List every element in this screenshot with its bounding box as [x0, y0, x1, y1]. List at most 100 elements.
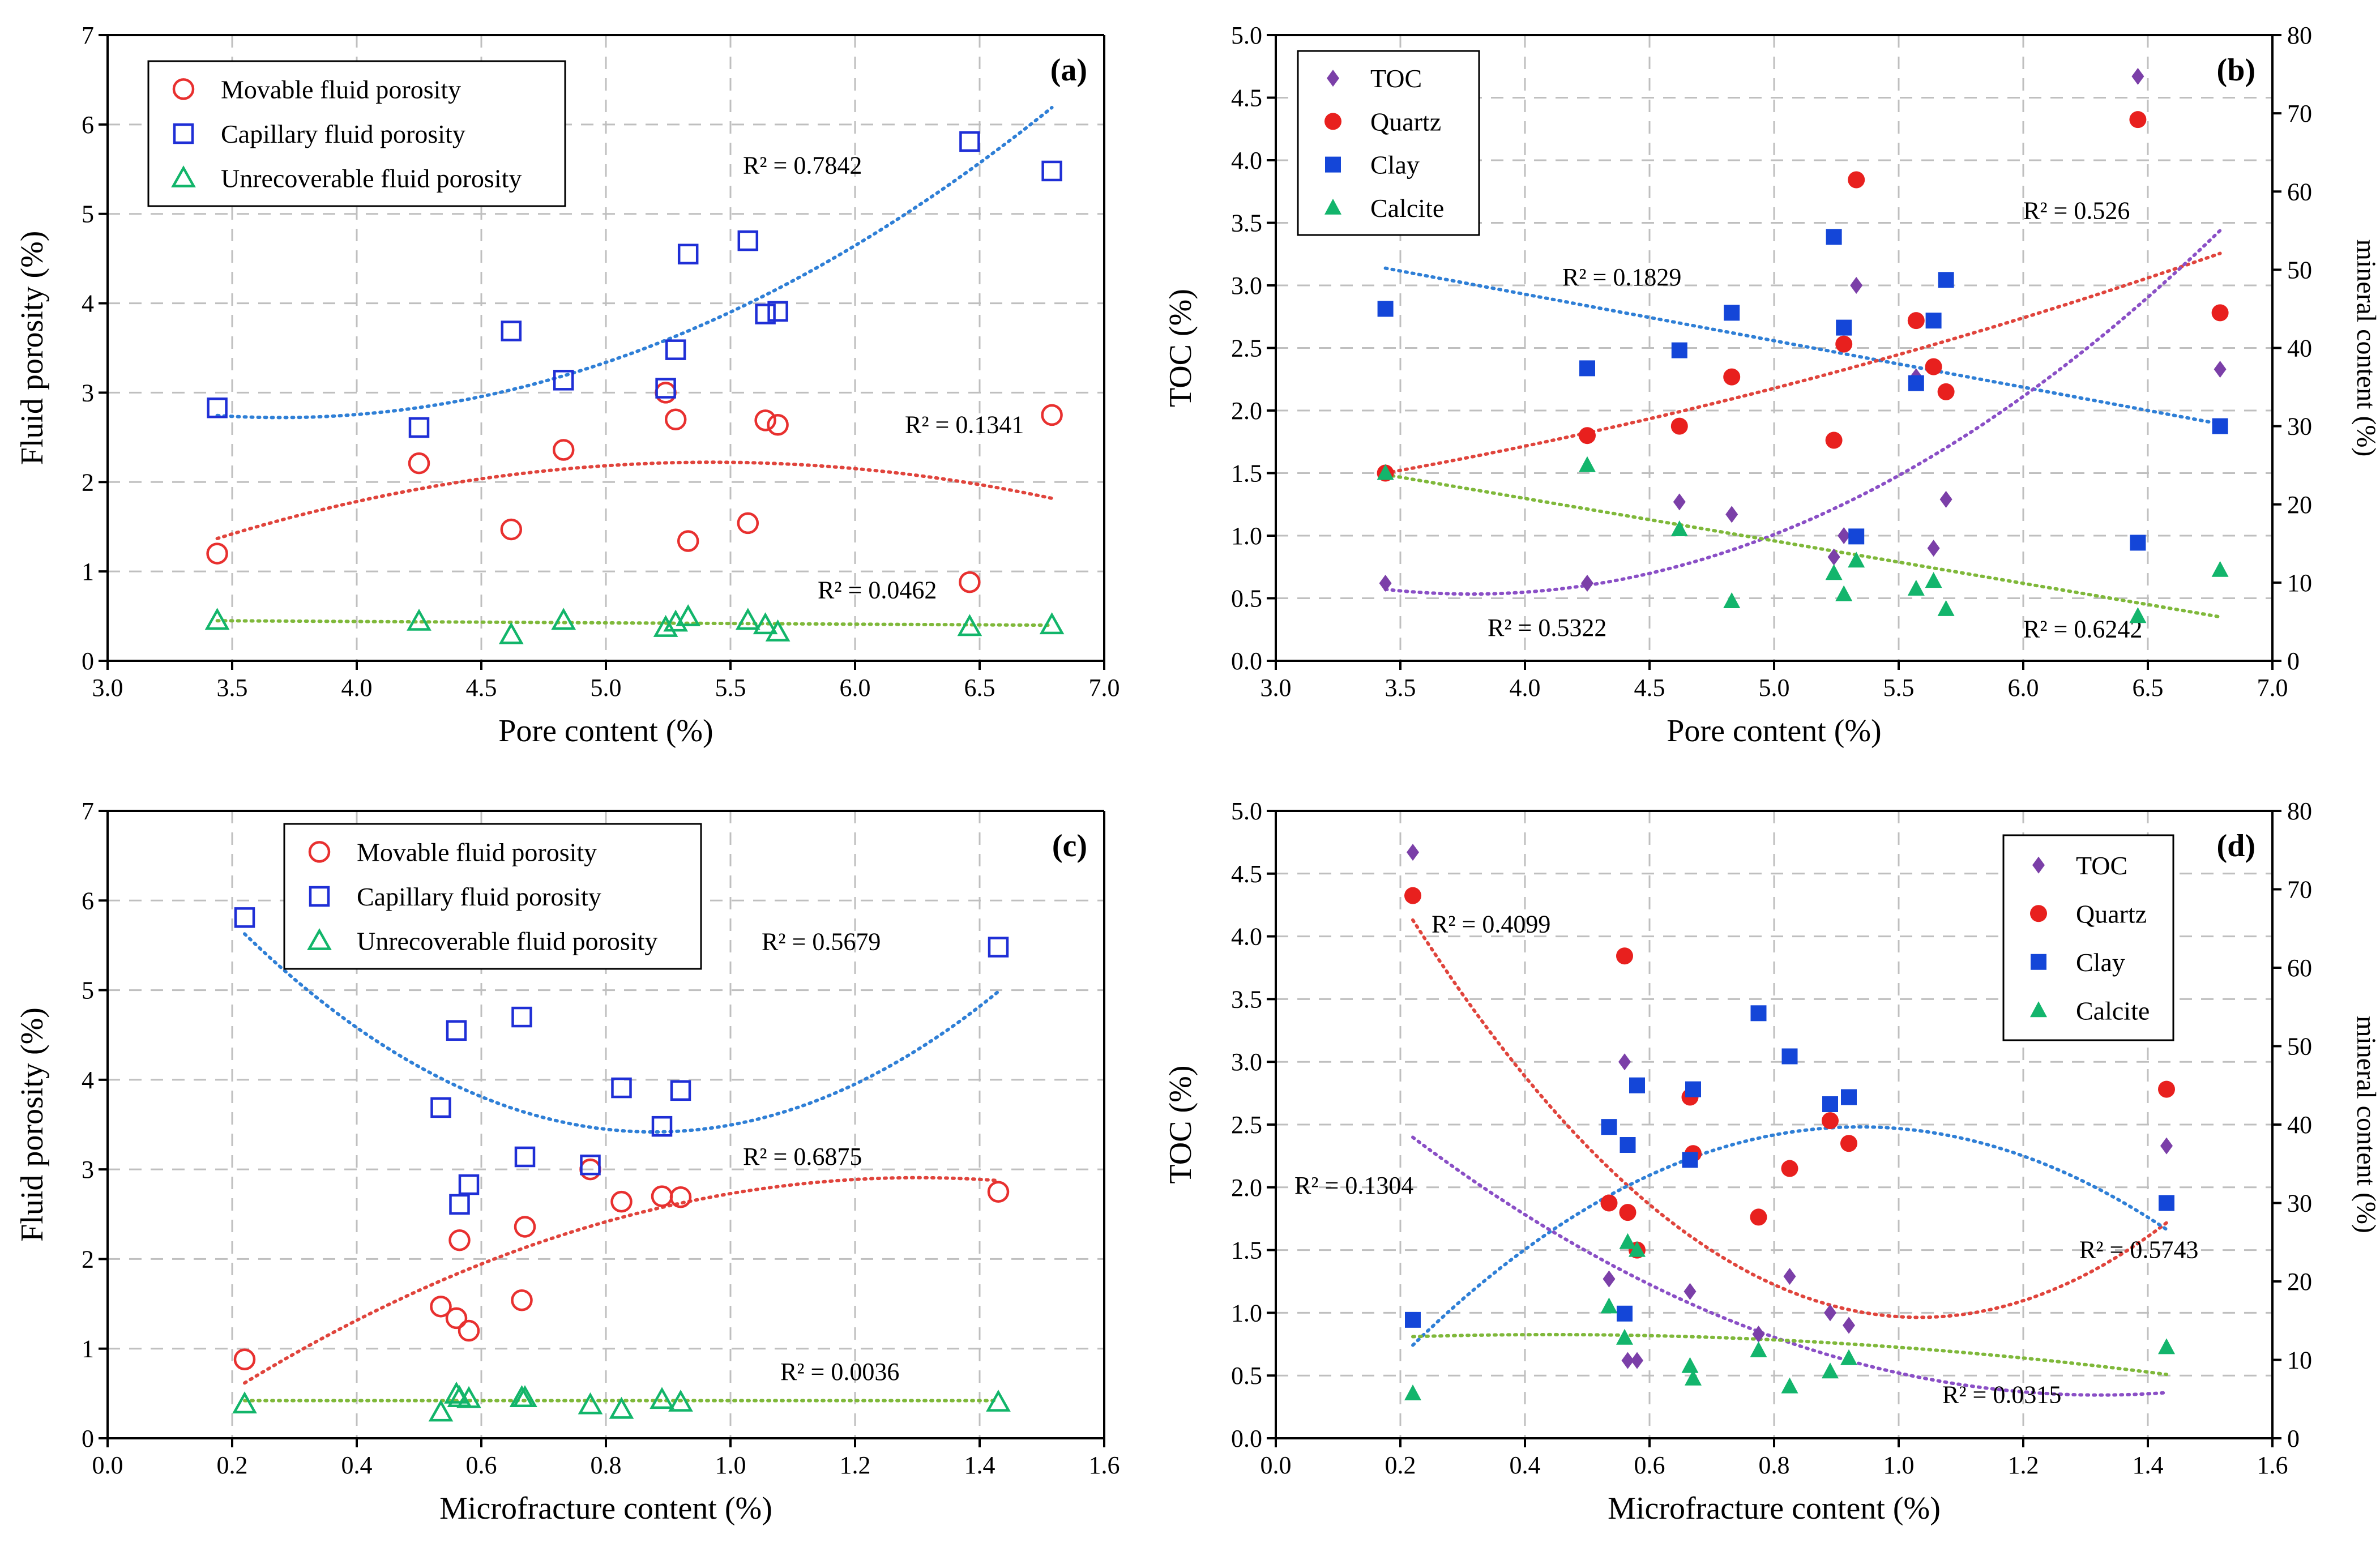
data-point-movable — [737, 512, 759, 535]
legend-marker-capillary — [173, 123, 194, 144]
data-point-calcite — [1629, 1241, 1646, 1257]
trendline — [1411, 918, 2168, 1319]
x-tick-label: 3.5 — [1385, 674, 1416, 702]
data-point-quartz — [1907, 312, 1925, 330]
legend-label: Quartz — [1370, 107, 1441, 136]
y2-tick-label: 80 — [2287, 797, 2312, 825]
data-point-movable — [445, 1307, 468, 1330]
data-point-unrecoverable — [986, 1390, 1011, 1412]
x-tick-label: 3.5 — [217, 674, 248, 702]
y-tick-label: 2.5 — [1231, 1111, 1262, 1139]
data-point-toc — [1725, 506, 1738, 523]
data-point-movable — [233, 1348, 256, 1370]
data-point-toc — [1827, 548, 1840, 566]
data-point-unrecoverable — [609, 1396, 634, 1419]
x-tick-label: 1.6 — [2257, 1451, 2288, 1479]
data-point-toc — [1631, 1352, 1643, 1369]
data-point-toc — [1618, 1053, 1631, 1071]
data-point-quartz — [1723, 368, 1741, 386]
data-point-toc — [2160, 1137, 2173, 1155]
r2-label: R² = 0.5322 — [1488, 614, 1606, 642]
y2-tick-label: 50 — [2287, 256, 2312, 284]
panel-label: (c) — [1052, 828, 1087, 864]
data-point-clay — [2130, 535, 2146, 551]
r2-label: R² = 0.5679 — [762, 928, 881, 955]
data-point-unrecoverable — [765, 619, 791, 642]
y-tick-label: 3.0 — [1231, 1048, 1262, 1076]
data-point-quartz — [1579, 427, 1596, 445]
data-point-unrecoverable — [735, 608, 760, 630]
panel-label: (d) — [2217, 828, 2255, 864]
x-tick-label: 7.0 — [1089, 674, 1120, 702]
data-point-clay — [1836, 319, 1852, 336]
data-point-clay — [1620, 1137, 1636, 1153]
data-point-toc — [2131, 67, 2144, 85]
x-axis-label: Pore content (%) — [498, 713, 713, 749]
data-point-movable — [500, 518, 523, 541]
trendline — [1411, 1125, 2168, 1347]
y-tick-label: 1.5 — [1231, 1237, 1262, 1264]
x-axis-label: Pore content (%) — [1667, 713, 1881, 749]
data-point-capillary — [611, 1077, 632, 1099]
legend-label: Movable fluid porosity — [221, 75, 461, 104]
x-tick-label: 5.0 — [1759, 674, 1790, 702]
y-tick-label: 1.5 — [1231, 460, 1262, 488]
y2-tick-label: 60 — [2287, 954, 2312, 982]
x-tick-label: 1.2 — [2008, 1451, 2039, 1479]
r2-label: R² = 0.6875 — [743, 1143, 862, 1170]
trendline — [243, 1176, 1000, 1385]
data-point-clay — [1682, 1152, 1698, 1168]
data-point-quartz — [1848, 171, 1865, 189]
data-point-calcite — [1377, 464, 1394, 480]
trendline — [1383, 266, 2222, 426]
data-point-movable — [448, 1229, 471, 1251]
data-point-calcite — [1835, 585, 1853, 601]
y-tick-label: 7 — [82, 22, 94, 49]
data-point-clay — [1724, 305, 1740, 321]
data-point-toc — [1783, 1268, 1796, 1285]
trendline — [243, 932, 1000, 1134]
y2-tick-label: 60 — [2287, 178, 2312, 206]
legend-label: Clay — [2076, 948, 2125, 977]
data-point-clay — [1826, 229, 1842, 245]
data-point-capillary — [449, 1194, 470, 1215]
data-point-quartz — [2129, 111, 2147, 129]
legend-marker-clay — [2031, 954, 2046, 970]
data-point-capillary — [665, 339, 686, 360]
y-tick-label: 3 — [82, 1156, 94, 1183]
y2-tick-label: 70 — [2287, 100, 2312, 127]
y-tick-label: 1.0 — [1231, 522, 1262, 550]
r2-label: R² = 0.1829 — [1562, 263, 1681, 291]
data-point-toc — [1581, 574, 1593, 592]
y2-tick-label: 20 — [2287, 491, 2312, 519]
data-point-movable — [959, 571, 981, 593]
data-point-calcite — [1681, 1357, 1699, 1373]
panel-label: (b) — [2217, 53, 2255, 88]
data-point-calcite — [1723, 592, 1741, 609]
data-point-toc — [1838, 527, 1851, 544]
data-point-quartz — [1600, 1194, 1618, 1212]
data-point-quartz — [2158, 1080, 2175, 1098]
data-point-capillary — [677, 243, 699, 264]
data-point-clay — [1629, 1077, 1645, 1093]
y-tick-label: 6 — [82, 887, 94, 914]
data-point-unrecoverable — [456, 1386, 481, 1408]
chart-panel-a: 3.0 3.5 4.0 4.5 5.0 5.5 6.0 6.5 7.0 0 1 2 3 4 5 6 7 Pore … — [15, 22, 1120, 749]
data-point-quartz — [1670, 417, 1688, 435]
r2-label: R² = 0.0462 — [818, 576, 937, 604]
x-axis-label: Microfracture content (%) — [439, 1491, 772, 1526]
data-point-unrecoverable — [676, 604, 701, 626]
x-tick-label: 1.2 — [840, 1451, 871, 1479]
legend-label: Unrecoverable fluid porosity — [221, 164, 522, 193]
data-point-movable — [669, 1186, 692, 1208]
y-tick-label: 4 — [82, 290, 94, 318]
data-point-clay — [1908, 375, 1924, 391]
r2-label: R² = 0.6242 — [2023, 616, 2142, 643]
y2-tick-label: 10 — [2287, 569, 2312, 597]
trendline — [1411, 1135, 2168, 1397]
r2-label: R² = 0.526 — [2023, 197, 2130, 225]
legend-marker-unrecoverable — [171, 165, 196, 187]
data-point-quartz — [1822, 1112, 1839, 1130]
legend-marker-capillary — [309, 886, 330, 907]
legend-marker-toc — [2032, 856, 2045, 874]
